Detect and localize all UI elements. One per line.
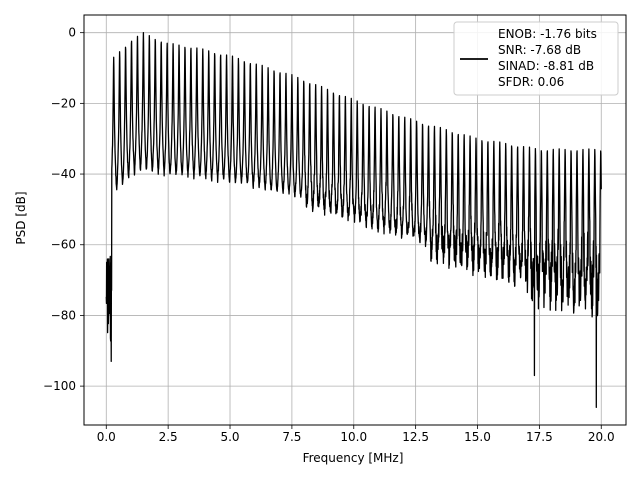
legend-sfdr: SFDR: 0.06 bbox=[498, 75, 564, 89]
legend-box bbox=[453, 21, 619, 96]
x-tick-label: 15.0 bbox=[464, 430, 491, 444]
x-tick-label: 7.5 bbox=[282, 430, 301, 444]
x-axis-label: Frequency [MHz] bbox=[303, 451, 404, 465]
y-tick-label: −40 bbox=[51, 167, 76, 181]
y-axis-label: PSD [dB] bbox=[14, 191, 28, 244]
y-tick-label: −100 bbox=[43, 379, 76, 393]
x-tick-label: 10.0 bbox=[340, 430, 367, 444]
x-axis-ticks: 0.0 2.5 5.0 7.5 10.0 12.5 15.0 17.5 20.0 bbox=[97, 425, 615, 444]
legend: ENOB: -1.76 bits SNR: -7.68 dB SINAD: -8… bbox=[453, 21, 619, 96]
y-tick-label: −20 bbox=[51, 96, 76, 110]
legend-snr: SNR: -7.68 dB bbox=[498, 43, 581, 57]
plot-frame bbox=[83, 14, 627, 426]
y-tick-label: −80 bbox=[51, 308, 76, 322]
legend-enob: ENOB: -1.76 bits bbox=[498, 27, 597, 41]
x-tick-label: 2.5 bbox=[159, 430, 178, 444]
x-tick-label: 20.0 bbox=[588, 430, 615, 444]
psd-trace bbox=[105, 31, 602, 408]
legend-sinad: SINAD: -8.81 dB bbox=[498, 59, 594, 73]
y-axis-ticks: 0 −20 −40 −60 −80 −100 bbox=[43, 26, 84, 393]
x-tick-label: 0.0 bbox=[97, 430, 116, 444]
x-tick-label: 17.5 bbox=[526, 430, 553, 444]
y-tick-label: 0 bbox=[68, 26, 76, 40]
x-tick-label: 5.0 bbox=[220, 430, 239, 444]
x-tick-label: 12.5 bbox=[402, 430, 429, 444]
y-tick-label: −60 bbox=[51, 238, 76, 252]
